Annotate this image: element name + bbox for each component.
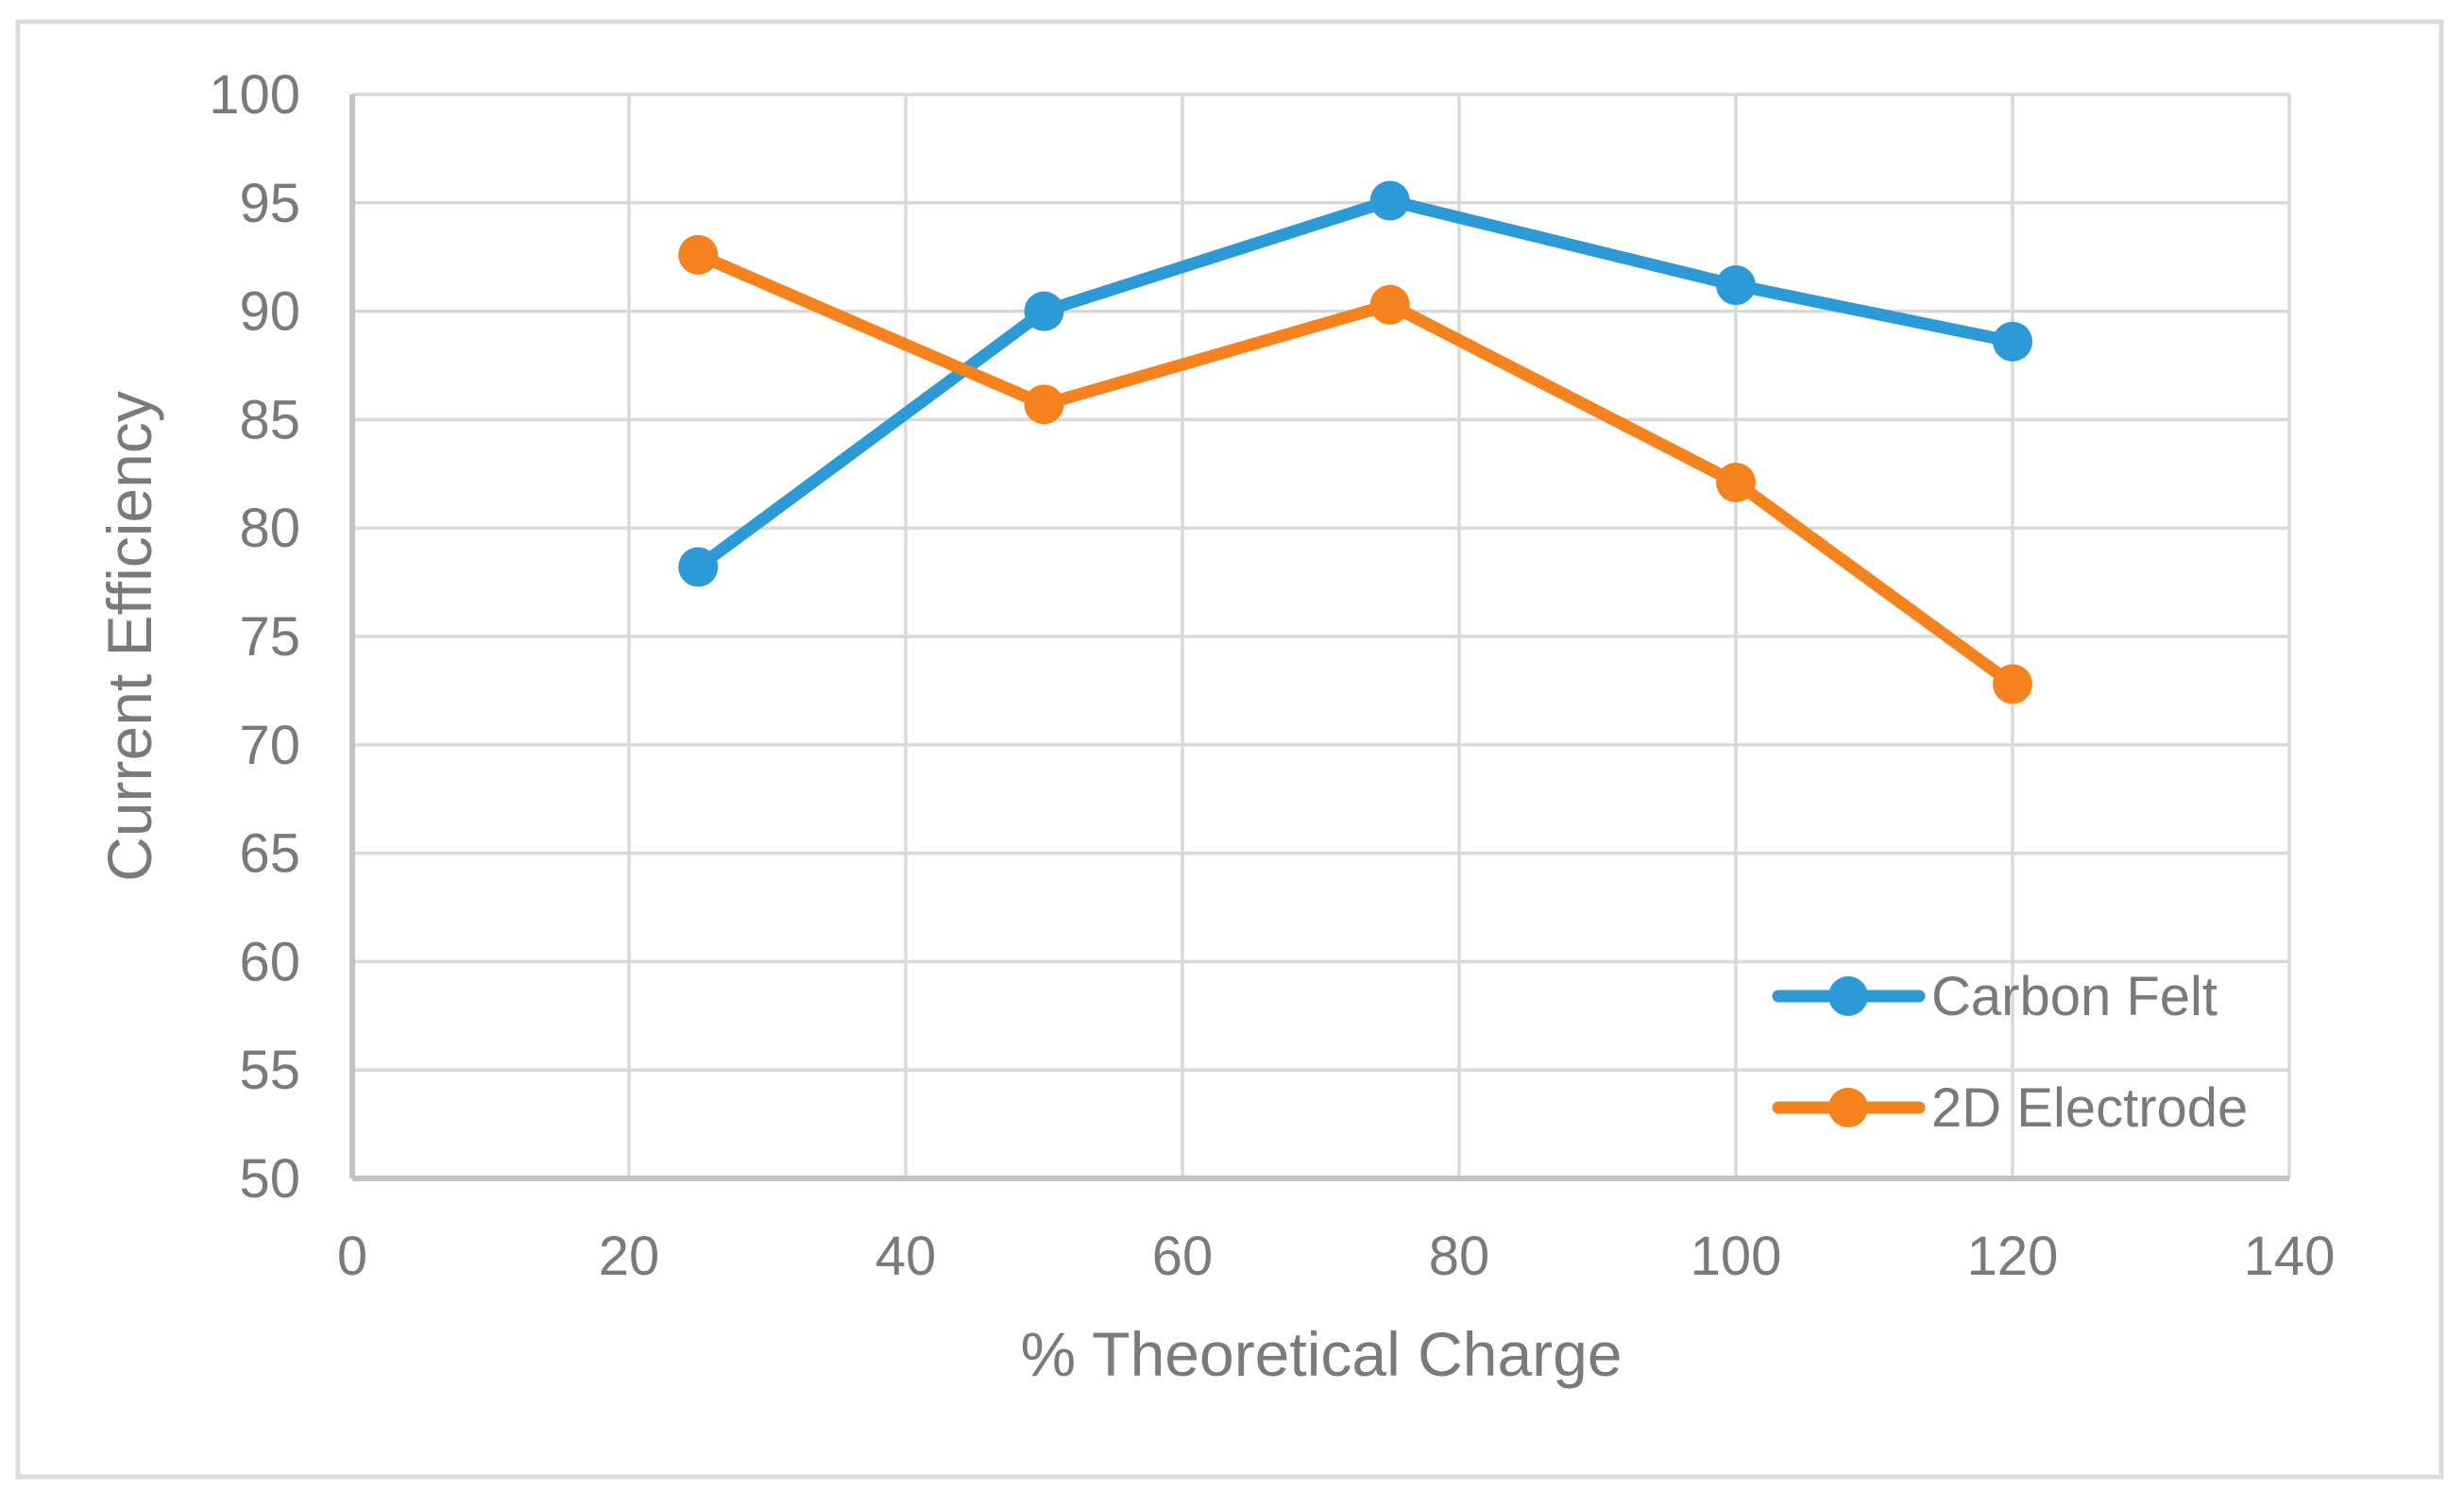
data-point-carbon-felt-25 xyxy=(678,547,719,587)
legend-item-2d-electrode: 2D Electrode xyxy=(1772,1077,2248,1139)
x-tick-label-140: 140 xyxy=(2244,1226,2336,1287)
data-point-carbon-felt-50 xyxy=(1024,291,1064,331)
chart-border xyxy=(15,19,2444,1480)
series-line-2d-electrode xyxy=(691,248,2019,691)
data-point-carbon-felt-100 xyxy=(1716,265,1756,306)
legend-swatch-marker-2d-electrode xyxy=(1828,1088,1868,1127)
y-tick-label-60: 60 xyxy=(239,931,300,992)
tick-labels: 50 55 60 65 70 75 80 85 90 95 100 0 20 40 60 80 100 120 14… xyxy=(209,64,2335,1287)
data-point-carbon-felt-75 xyxy=(1369,180,1410,221)
legend-swatch-marker-carbon-felt xyxy=(1828,976,1868,1016)
y-tick-label-90: 90 xyxy=(239,281,300,343)
axes xyxy=(349,94,2289,1181)
data-point-carbon-felt-120 xyxy=(1993,321,2032,362)
y-tick-label-100: 100 xyxy=(209,64,300,126)
legend: Carbon Felt 2D Electrode xyxy=(1772,966,2248,1139)
x-tick-label-80: 80 xyxy=(1429,1226,1490,1287)
data-point-2d-electrode-100 xyxy=(1716,462,1756,502)
x-tick-label-20: 20 xyxy=(599,1226,660,1287)
data-point-2d-electrode-120 xyxy=(1993,664,2032,704)
data-point-2d-electrode-75 xyxy=(1369,284,1410,325)
y-tick-label-65: 65 xyxy=(239,823,300,885)
data-point-2d-electrode-50 xyxy=(1024,384,1064,425)
y-tick-label-70: 70 xyxy=(239,715,300,776)
y-tick-label-80: 80 xyxy=(239,498,300,559)
x-tick-label-100: 100 xyxy=(1691,1226,1782,1287)
series-line-carbon-felt xyxy=(691,195,2019,574)
y-tick-label-95: 95 xyxy=(239,173,300,234)
legend-label-2d-electrode: 2D Electrode xyxy=(1931,1077,2248,1139)
y-tick-label-55: 55 xyxy=(239,1040,300,1101)
gridlines xyxy=(352,93,2291,1178)
y-tick-label-85: 85 xyxy=(239,389,300,450)
data-point-2d-electrode-25 xyxy=(678,234,719,275)
x-tick-label-0: 0 xyxy=(337,1226,367,1287)
legend-label-carbon-felt: Carbon Felt xyxy=(1931,966,2218,1027)
y-axis-title: Current Efficiency xyxy=(94,391,164,882)
y-tick-label-50: 50 xyxy=(239,1148,300,1210)
y-tick-label-75: 75 xyxy=(239,606,300,668)
x-axis-title: % Theoretical Charge xyxy=(1020,1319,1622,1389)
x-tick-label-40: 40 xyxy=(875,1226,937,1287)
legend-item-carbon-felt: Carbon Felt xyxy=(1772,966,2218,1027)
series-group xyxy=(678,180,2032,704)
x-tick-label-120: 120 xyxy=(1967,1226,2059,1287)
x-tick-label-60: 60 xyxy=(1152,1226,1214,1287)
